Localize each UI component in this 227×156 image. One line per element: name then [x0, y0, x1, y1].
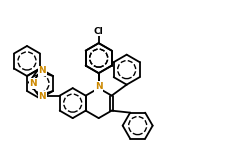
- Text: N: N: [30, 79, 37, 88]
- Text: N: N: [38, 66, 46, 75]
- Text: Cl: Cl: [93, 27, 103, 36]
- Text: N: N: [38, 92, 46, 101]
- Text: N: N: [94, 82, 102, 91]
